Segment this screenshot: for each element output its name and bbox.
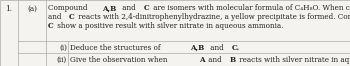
Text: C: C	[144, 4, 149, 12]
Text: Give the observation when: Give the observation when	[70, 56, 170, 63]
Text: A,B: A,B	[190, 43, 204, 51]
Text: (ii): (ii)	[57, 56, 67, 63]
Text: are isomers with molecular formula of C₄H₈O. When compound: are isomers with molecular formula of C₄…	[151, 4, 350, 12]
Text: and: and	[208, 43, 226, 51]
Text: and: and	[206, 56, 224, 63]
Text: reacts with 2,4-dinitrophenylhydrazine, a yellow precipitate is formed. Compound: reacts with 2,4-dinitrophenylhydrazine, …	[76, 13, 350, 21]
Text: and: and	[120, 4, 138, 12]
Text: show a positive result with silver nitrate in aqueous ammonia.: show a positive result with silver nitra…	[55, 22, 284, 30]
Text: and: and	[48, 13, 64, 21]
Text: C: C	[48, 22, 54, 30]
Text: A: A	[199, 56, 204, 63]
Text: B: B	[229, 56, 235, 63]
Text: reacts with silver nitrate in aqueous ammonia.: reacts with silver nitrate in aqueous am…	[237, 56, 350, 63]
Text: Deduce the structures of: Deduce the structures of	[70, 43, 163, 51]
Text: (i): (i)	[59, 43, 67, 51]
Text: 1.: 1.	[6, 5, 13, 13]
Text: (a): (a)	[27, 5, 37, 13]
Text: Compound: Compound	[48, 4, 90, 12]
Text: C: C	[68, 13, 74, 21]
Text: C.: C.	[231, 43, 239, 51]
Text: A,B: A,B	[102, 4, 116, 12]
